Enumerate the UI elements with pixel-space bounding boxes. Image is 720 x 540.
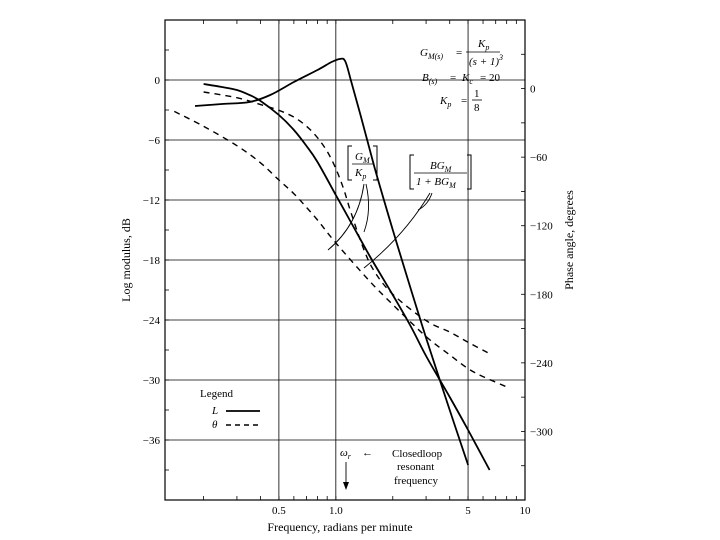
legend: Legend L θ (200, 388, 260, 431)
y-right-tick-label-3: −180 (530, 289, 553, 301)
series-line-0 (203, 83, 491, 471)
open-loop-den: Kp (354, 167, 366, 181)
fb-mid: Kc (461, 72, 473, 86)
open-loop-label: GM Kp (327, 145, 378, 251)
tf-den: (s + 1)3 (469, 53, 503, 68)
gain-lhs: Kp (439, 95, 451, 109)
gain-eq: = (461, 95, 467, 107)
closed-loop-bracket-left (409, 154, 414, 190)
x-tick-label-2: 5 (465, 505, 471, 517)
closed-loop-bracket-right (467, 154, 472, 190)
closed-loop-label: BGM 1 + BGM (363, 154, 472, 269)
x-tick-label-3: 10 (520, 505, 532, 517)
closed-loop-den: 1 + BGM (416, 176, 457, 190)
tick-labels: 0.5 1.0 5 10 0 −6 −12 −18 −24 −30 −36 0 −60 −120 −180 −… (143, 19, 553, 517)
tf-num: Kp (477, 38, 489, 52)
open-loop-bracket-right (373, 145, 378, 181)
y-right-tick-label-2: −120 (530, 221, 553, 233)
resonant-line-3: frequency (394, 475, 438, 487)
feedback-annotation: B(s) = Kc = 20 (422, 72, 500, 86)
y-left-tick-label-1: −6 (148, 135, 160, 147)
y-left-tick-label-4: −24 (143, 315, 161, 327)
fb-rhs: = 20 (480, 72, 500, 84)
x-tick-label-0: 0.5 (272, 505, 286, 517)
series-line-1 (194, 57, 469, 466)
resonant-annotation: ωr ← Closedloop resonant frequency (340, 447, 443, 490)
resonant-symbol: ωr (340, 447, 352, 461)
y-right-tick-label-4: −240 (530, 358, 553, 370)
x-tick-label-1: 1.0 (329, 505, 343, 517)
y-right-tick-label-1: −60 (530, 152, 548, 164)
y-left-tick-label-0: 0 (155, 75, 161, 87)
gain-num: 1 (474, 88, 480, 100)
y-left-tick-label-6: −36 (143, 435, 161, 447)
resonant-line-1: Closedloop (392, 448, 443, 460)
tf-lhs: GM(s) (420, 47, 443, 61)
y-left-tick-label-3: −18 (143, 255, 161, 267)
y-axis-left-label: Log modulus, dB (119, 218, 133, 302)
fb-eq: = (450, 72, 456, 84)
legend-entry-L: L (211, 405, 218, 417)
closed-loop-pointer-1 (363, 192, 431, 269)
y-left-tick-label-5: −30 (143, 375, 161, 387)
series-group (173, 57, 507, 471)
gain-den: 8 (474, 102, 480, 114)
legend-entry-theta: θ (212, 419, 218, 431)
open-loop-pointer-2 (363, 183, 369, 233)
resonant-arrow: ← (362, 447, 373, 459)
y-left-tick-label-2: −12 (143, 195, 160, 207)
series-line-2 (173, 110, 507, 388)
resonant-line-2: resonant (397, 461, 434, 473)
open-loop-bracket-left (347, 145, 352, 181)
resonant-arrowhead (343, 482, 349, 490)
y-axis-right-label: Phase angle, degrees (562, 190, 576, 290)
legend-title: Legend (200, 388, 233, 400)
fb-lhs: B(s) (422, 72, 438, 86)
transfer-function-annotation: GM(s) = Kp (s + 1)3 (420, 38, 503, 68)
y-right-tick-label-0: 0 (530, 84, 536, 96)
gain-annotation: Kp = 1 8 (439, 88, 482, 114)
open-loop-pointer-1 (327, 183, 365, 251)
y-right-tick-label-5: −300 (530, 426, 553, 438)
open-loop-num: GM (355, 151, 371, 165)
grid (165, 20, 525, 500)
closed-loop-pointer-2 (417, 192, 433, 211)
tf-eq: = (456, 47, 462, 59)
closed-loop-num: BGM (430, 160, 453, 174)
x-axis-label: Frequency, radians per minute (267, 520, 412, 534)
series-line-3 (203, 91, 490, 355)
